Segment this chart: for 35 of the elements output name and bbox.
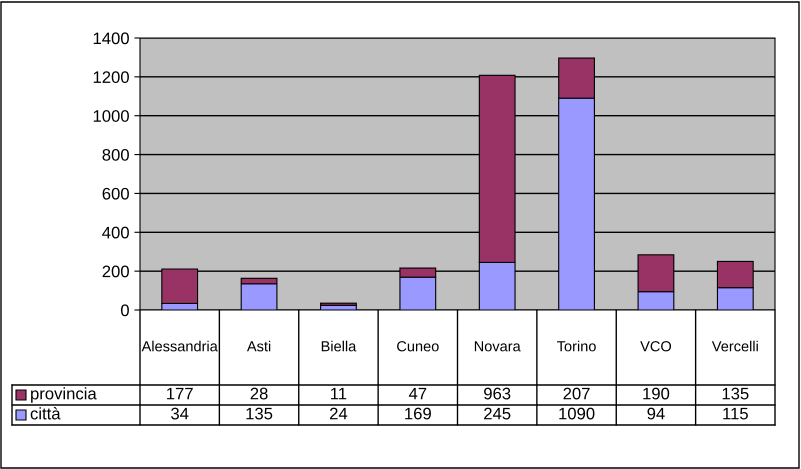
y-tick-label: 1400 xyxy=(94,32,129,44)
data-label: 207 xyxy=(564,388,590,400)
y-tick-label: 0 xyxy=(120,304,129,316)
x-tick-label: Vercelli xyxy=(712,340,758,352)
data-label: 135 xyxy=(722,388,749,400)
y-tick-label: 200 xyxy=(102,266,129,278)
bar xyxy=(320,302,357,306)
y-tick-label: 600 xyxy=(102,188,129,200)
y-tick-label: 800 xyxy=(102,148,129,161)
data-label: 28 xyxy=(250,388,268,400)
legend-label: provincia xyxy=(31,387,97,403)
data-label: 115 xyxy=(723,408,748,420)
data-label: 11 xyxy=(331,388,346,400)
data-label: 963 xyxy=(484,388,510,400)
legend-label: città xyxy=(30,407,61,420)
data-label: 190 xyxy=(643,388,670,400)
data-label: 94 xyxy=(647,408,665,420)
x-tick-label: Biella xyxy=(322,340,356,352)
x-tick-label: Asti xyxy=(246,340,270,352)
x-tick-label: Torino xyxy=(557,340,596,352)
data-label: 34 xyxy=(171,408,188,420)
data-label: 1090 xyxy=(559,408,594,420)
data-label: 169 xyxy=(405,408,431,420)
data-label: 177 xyxy=(167,388,193,400)
y-tick-label: 400 xyxy=(102,226,129,238)
y-tick-label: 1000 xyxy=(94,110,129,122)
data-label: 47 xyxy=(408,388,426,400)
x-tick-label: Alessandria xyxy=(142,340,218,352)
y-tick-label: 1200 xyxy=(94,71,129,84)
x-tick-label: Cuneo xyxy=(397,341,439,352)
x-tick-label: VCO xyxy=(640,341,672,352)
x-tick-label: Novara xyxy=(474,341,521,352)
data-label: 24 xyxy=(330,408,348,420)
data-label: 245 xyxy=(484,408,510,420)
data-label: 135 xyxy=(246,408,272,420)
